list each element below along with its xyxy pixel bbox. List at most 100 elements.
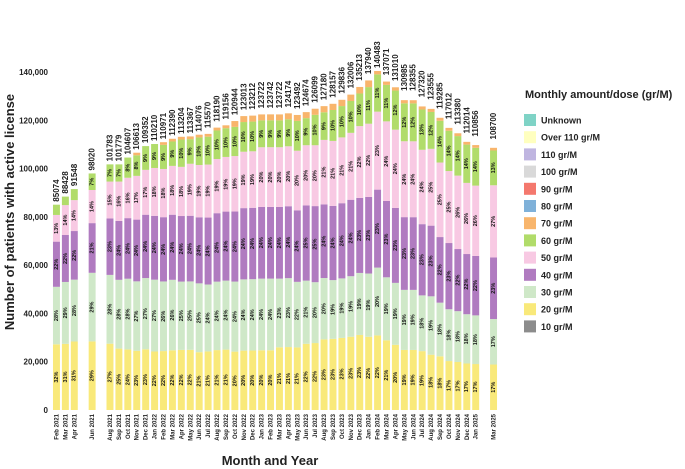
bar-segment (329, 280, 337, 339)
bar-segment (302, 145, 310, 206)
segment-pct-label: 22% (366, 155, 372, 166)
x-tick-label: Nov 2023 (349, 413, 355, 440)
bar-total-label: 123212 (248, 82, 257, 109)
bar-segment (293, 210, 301, 282)
bar-segment (267, 114, 275, 121)
bar-segment (52, 241, 60, 287)
bar-total-label: 113367 (186, 107, 195, 134)
segment-pct-label: 14% (72, 210, 78, 221)
segment-pct-label: 24% (268, 237, 274, 248)
segment-pct-label: 9% (286, 129, 292, 137)
bar-segment (463, 144, 471, 183)
bar-total-label: 137071 (382, 48, 391, 75)
segment-pct-label: 20% (295, 175, 301, 186)
bar-segment (222, 156, 230, 212)
bar-segment (472, 147, 480, 186)
bar-total-label: 108700 (489, 112, 498, 139)
segment-pct-label: 29% (90, 370, 96, 381)
bar-segment (329, 103, 337, 110)
segment-pct-label: 24% (170, 242, 176, 253)
bar-segment (374, 111, 382, 190)
bar-segment (258, 147, 266, 207)
x-tick-label: Sep 2021 (117, 413, 123, 440)
segment-pct-label: 24% (250, 238, 256, 249)
segment-pct-label: 24% (134, 245, 140, 256)
bar-segment (222, 128, 230, 157)
bar-segment (311, 114, 319, 146)
legend-swatch (524, 251, 536, 264)
bar-segment (240, 116, 248, 123)
bar-segment (186, 281, 194, 350)
bar-segment (365, 80, 373, 88)
bar-segment (427, 108, 435, 112)
bar-segment (436, 237, 444, 303)
bar-segment (347, 336, 355, 410)
legend-label: Over 110 gr/M (541, 133, 600, 143)
segment-pct-label: 9% (277, 130, 283, 138)
segment-pct-label: 24% (179, 243, 185, 254)
bar-total-label: 130985 (400, 64, 409, 91)
x-tick-label: Jun 2021 (90, 413, 96, 439)
x-tick-label: Mar 2022 (170, 413, 176, 439)
bar-total-label: 119156 (221, 93, 230, 120)
segment-pct-label: 19% (339, 303, 345, 314)
bar-segment (231, 211, 239, 282)
segment-pct-label: 24% (241, 238, 247, 249)
bar-segment (222, 125, 230, 129)
bar-segment (52, 344, 60, 410)
x-tick-label: Jul 2022 (206, 413, 212, 437)
bar-total-label: 128157 (328, 70, 337, 97)
bar-segment (168, 138, 176, 142)
legend-label: 10 gr/M (541, 322, 573, 332)
segment-pct-label: 22% (72, 250, 78, 261)
bar-segment (70, 189, 78, 201)
segment-pct-label: 10% (223, 137, 229, 148)
segment-pct-label: 20% (286, 171, 292, 182)
bar-segment (347, 132, 355, 200)
x-tick-label: Oct 2023 (340, 413, 346, 439)
segment-pct-label: 32% (54, 372, 60, 383)
bar-segment (311, 108, 319, 115)
bar-total-label: 123722 (257, 81, 266, 108)
segment-pct-label: 19% (420, 375, 426, 386)
x-tick-label: Jan 2024 (367, 413, 373, 439)
bar-segment (177, 216, 185, 282)
x-tick-label: Apr 2024 (393, 413, 399, 439)
legend-label: 20 gr/M (541, 305, 573, 315)
bar-segment (106, 218, 114, 275)
bar-total-label: 109352 (141, 116, 150, 143)
segment-pct-label: 10% (295, 130, 301, 141)
x-tick-label: Jun 2024 (411, 413, 417, 439)
legend-swatch (524, 200, 536, 212)
bar-segment (293, 120, 301, 151)
segment-pct-label: 18% (420, 318, 426, 329)
bar-total-label: 117012 (444, 92, 453, 119)
segment-pct-label: 20% (268, 171, 274, 182)
bar-segment (445, 309, 453, 362)
x-tick-label: Sep 2022 (224, 413, 230, 440)
bar-total-label: 135213 (355, 53, 364, 80)
bar-total-label: 123492 (293, 82, 302, 109)
segment-pct-label: 19% (384, 303, 390, 314)
segment-pct-label: 21% (206, 375, 212, 386)
segment-pct-label: 17% (455, 380, 461, 391)
segment-pct-label: 18% (455, 331, 461, 342)
segment-pct-label: 8% (134, 161, 140, 169)
segment-pct-label: 28% (116, 309, 122, 320)
segment-pct-label: 18% (152, 186, 158, 197)
segment-pct-label: 22% (455, 274, 461, 285)
x-tick-label: May 2022 (188, 413, 194, 440)
segment-pct-label: 23% (339, 368, 345, 379)
bar-segment (445, 127, 453, 131)
bar-segment (115, 348, 123, 410)
bar-segment (320, 106, 328, 113)
bar-segment (284, 113, 292, 120)
bar-segment (160, 217, 167, 282)
bar-segment (391, 344, 399, 410)
bar-segment (365, 123, 373, 197)
bar-segment (249, 121, 257, 152)
bar-segment (115, 181, 123, 221)
bar-total-label: 104607 (123, 127, 132, 154)
x-tick-label: Jan 2025 (474, 413, 480, 439)
